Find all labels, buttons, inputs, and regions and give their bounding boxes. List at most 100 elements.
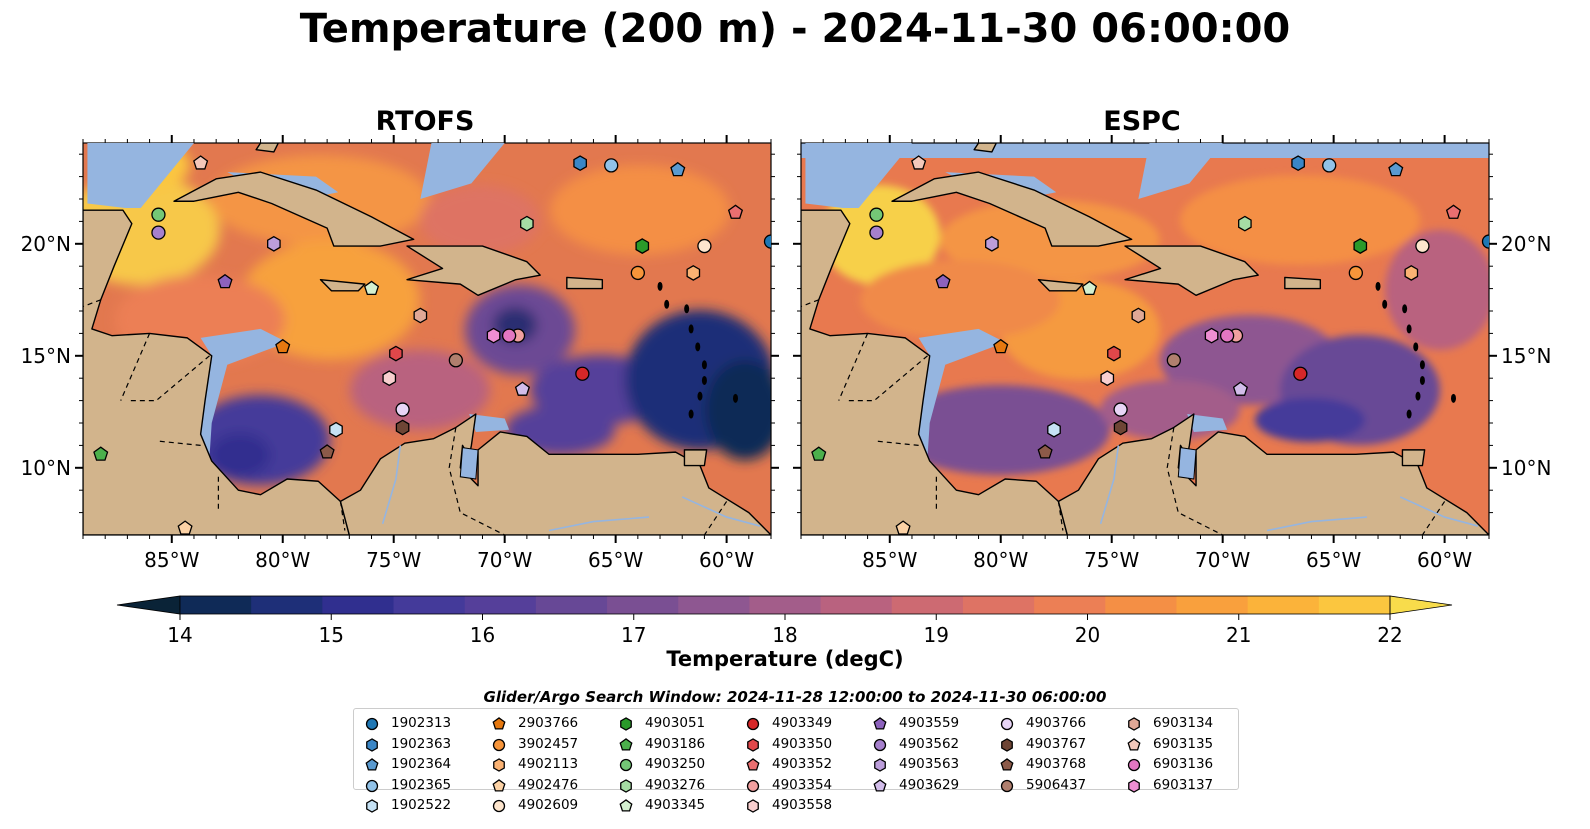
float-marker-6903134 bbox=[413, 307, 428, 324]
legend-label: 1902522 bbox=[391, 797, 452, 813]
legend-marker-4903354 bbox=[746, 779, 760, 792]
float-marker-4902113 bbox=[1404, 265, 1419, 281]
land-espc bbox=[801, 143, 1489, 535]
colorbar-extend-min bbox=[116, 595, 181, 615]
island bbox=[684, 304, 690, 314]
legend-label: 4903276 bbox=[645, 776, 706, 793]
land-bahamas_fl bbox=[255, 143, 280, 153]
float-marker-5906437 bbox=[1166, 353, 1182, 368]
legend: 1902313 1902363 1902364 1902365 1902522 29037… bbox=[353, 708, 1239, 813]
legend-label: 4902113 bbox=[518, 756, 579, 772]
float-marker-4902609 bbox=[697, 238, 712, 254]
float-marker-3902457 bbox=[630, 265, 645, 281]
island bbox=[695, 342, 701, 352]
land-jamaica bbox=[319, 278, 366, 292]
colorbar-tick-label: 14 bbox=[167, 623, 192, 647]
axes: 85°W 80°W 75°W 70°W 65°W 60°W 20°N 15°N 10°N 85°W… bbox=[21, 135, 1551, 572]
legend-label: 6903135 bbox=[1153, 735, 1214, 752]
legend-marker-4903349 bbox=[746, 717, 760, 731]
float-marker-5906437 bbox=[448, 353, 464, 368]
float-marker-4903629 bbox=[514, 381, 530, 396]
colorbar-tick-label: 22 bbox=[1377, 623, 1402, 647]
float-marker-4903352 bbox=[727, 204, 744, 219]
colorbar-segment bbox=[322, 596, 395, 614]
y-tick-label: 10°N bbox=[21, 456, 71, 480]
island bbox=[1406, 409, 1412, 419]
country-border bbox=[120, 333, 151, 401]
country-border bbox=[1421, 501, 1446, 535]
colorbar: 14 15 16 17 18 19 20 21 22 bbox=[116, 595, 1453, 647]
legend-marker-4903186 bbox=[619, 737, 633, 751]
country-border bbox=[703, 501, 728, 535]
colorbar-segment bbox=[1034, 596, 1106, 614]
colorbar-segment bbox=[820, 596, 893, 614]
legend-marker-4903558 bbox=[747, 799, 759, 813]
legend-marker-4903563 bbox=[874, 758, 886, 772]
x-tick-label: 80°W bbox=[973, 548, 1028, 572]
colorbar-segment bbox=[962, 596, 1035, 614]
legend-label: 6903134 bbox=[1153, 715, 1214, 731]
legend-label: 4902609 bbox=[518, 797, 579, 813]
shallow-water bbox=[916, 328, 1006, 457]
river bbox=[381, 445, 402, 525]
island bbox=[1450, 393, 1456, 403]
legend-label: 6903136 bbox=[1153, 756, 1214, 772]
float-marker-4903352 bbox=[1445, 204, 1462, 219]
colorbar-segment bbox=[607, 596, 679, 614]
float-marker-4903349 bbox=[1293, 366, 1308, 381]
legend-marker-6903134 bbox=[1128, 717, 1140, 731]
river bbox=[681, 496, 761, 527]
shallow-water bbox=[87, 143, 194, 208]
float-marker-1902364 bbox=[670, 161, 686, 177]
country-border bbox=[838, 333, 869, 401]
river bbox=[1399, 496, 1479, 527]
colorbar-tick-label: 21 bbox=[1226, 623, 1251, 647]
island bbox=[1419, 360, 1425, 370]
legend-marker-4903345 bbox=[619, 799, 633, 812]
x-tick-label: 60°W bbox=[1417, 548, 1472, 572]
legend-label: 4903345 bbox=[645, 797, 706, 813]
float-marker-6903137 bbox=[486, 327, 501, 344]
legend-label: 4902476 bbox=[518, 776, 579, 793]
island bbox=[688, 324, 694, 334]
colorbar-tick-label: 15 bbox=[319, 623, 344, 647]
legend-label: 4903354 bbox=[772, 776, 833, 793]
shallow-water bbox=[469, 414, 510, 432]
land-yucatan_centralam bbox=[801, 209, 1069, 535]
shallow-water bbox=[805, 143, 912, 208]
colorbar-segment bbox=[891, 596, 964, 614]
colorbar-segment bbox=[180, 596, 252, 614]
x-tick-label: 85°W bbox=[862, 548, 917, 572]
colorbar-segment bbox=[1247, 596, 1320, 614]
float-marker-1902365 bbox=[1322, 158, 1337, 173]
legend-marker-4903559 bbox=[873, 717, 887, 730]
colorbar-segment bbox=[464, 596, 537, 614]
island bbox=[688, 409, 694, 419]
legend-label: 1902365 bbox=[391, 776, 452, 793]
island bbox=[701, 375, 707, 385]
legend-marker-4903629 bbox=[873, 778, 887, 792]
island bbox=[1382, 299, 1388, 309]
float-marker-4903350 bbox=[1107, 345, 1121, 362]
land-hispaniola bbox=[406, 245, 541, 297]
float-marker-6903137 bbox=[1204, 327, 1219, 344]
island bbox=[697, 391, 703, 401]
x-tick-label: 65°W bbox=[588, 548, 643, 572]
legend-marker-1902522 bbox=[366, 799, 378, 813]
float-marker-4903629 bbox=[1232, 381, 1248, 396]
legend-marker-4903352 bbox=[746, 758, 760, 771]
float-markers-espc bbox=[811, 155, 1489, 535]
island bbox=[1413, 342, 1419, 352]
float-marker-4903559 bbox=[935, 273, 951, 289]
float-marker-4902609 bbox=[1415, 238, 1430, 254]
legend-marker-6903135 bbox=[1127, 737, 1141, 751]
panel-title-espc: ESPC bbox=[1103, 106, 1181, 137]
float-marker-4903558 bbox=[382, 370, 397, 387]
colorbar-tick-label: 18 bbox=[772, 623, 797, 647]
float-marker-4903051 bbox=[1353, 238, 1368, 254]
legend-marker-3902457 bbox=[492, 738, 506, 751]
island bbox=[1415, 391, 1421, 401]
legend-marker-4903276 bbox=[620, 778, 632, 793]
legend-marker-4902113 bbox=[493, 758, 505, 772]
